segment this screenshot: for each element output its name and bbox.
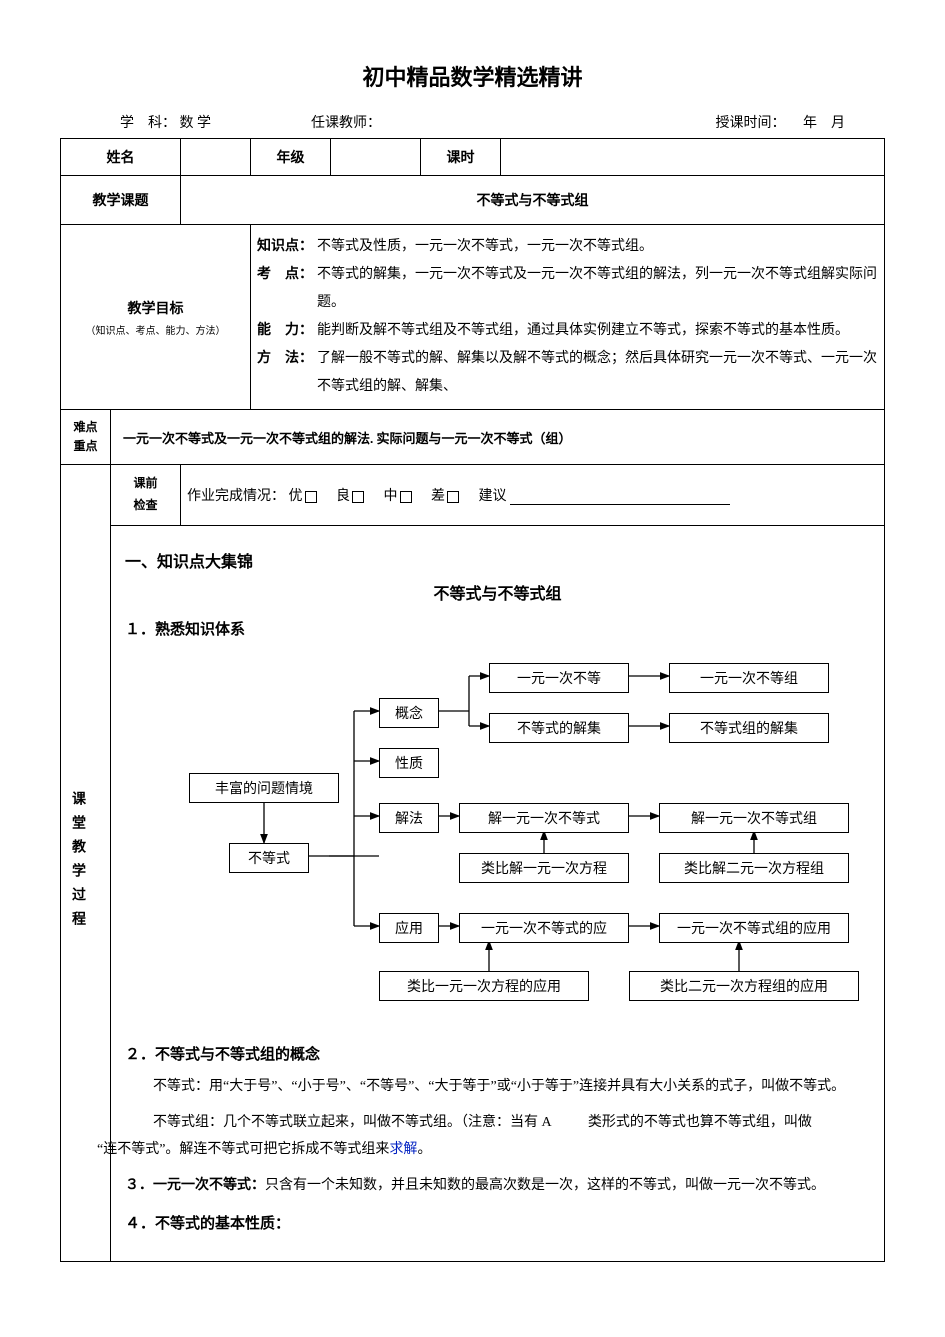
goal-k-2: 能 力：	[257, 317, 317, 345]
content-row: 一、知识点大集锦 不等式与不等式组 １．熟悉知识体系 丰富的问题情境不等式 概念性…	[61, 525, 885, 1261]
topic-label: 教学课题	[61, 176, 181, 225]
flowchart-wrap: 丰富的问题情境不等式 概念性质解法应用 一元一次不等 一元一次不等组不等式的解集 不等式…	[125, 649, 870, 1031]
flow-node-app_grp: 一元一次不等式组的应用	[659, 913, 849, 943]
doc-title: 初中精品数学精选精讲	[60, 60, 885, 92]
keypoint-value: 一元一次不等式及一元一次不等式组的解法. 实际问题与一元一次不等式（组）	[111, 410, 885, 465]
opt-3: 差	[431, 489, 445, 504]
p2e: 。	[417, 1142, 431, 1157]
section-3: ３．一元一次不等式：	[125, 1178, 265, 1193]
topic-row: 教学课题 不等式与不等式组	[61, 176, 885, 225]
header-row: 姓名 年级 课时	[61, 139, 885, 176]
flow-node-grp_sol: 不等式组的解集	[669, 713, 829, 743]
process-label: 课堂教学过程	[67, 791, 87, 935]
goal-v-2: 能判断及解不等式组及不等式组，通过具体实例建立不等式，探索不等式的基本性质。	[317, 317, 849, 345]
para-2: 不等式组：几个不等式联立起来，叫做不等式组。（注意：当有 A 类形式的不等式也算…	[125, 1110, 870, 1163]
subject-value: 数 学	[180, 116, 212, 131]
flow-node-cmp_app_eq: 类比一元一次方程的应用	[379, 971, 589, 1001]
goal-line-1: 考 点：不等式的解集，一元一次不等式及一元一次不等式组的解法，列一元一次不等式组…	[257, 261, 878, 317]
hw-suggest: 建议	[479, 489, 507, 504]
flow-node-method: 解法	[379, 803, 439, 833]
meta-subject: 学 科： 数 学	[120, 112, 211, 132]
para-3: ３．一元一次不等式：只含有一个未知数，并且未知数的最高次数是一次，这样的不等式，…	[125, 1173, 870, 1200]
heading-1: 一、知识点大集锦	[125, 548, 870, 572]
period-label: 课时	[421, 139, 501, 176]
flow-node-cmp_sys: 类比解二元一次方程组	[659, 853, 849, 883]
flow-node-apply: 应用	[379, 913, 439, 943]
opt-1: 良	[336, 489, 350, 504]
opt-2: 中	[384, 489, 398, 504]
opt-0: 优	[289, 489, 303, 504]
p2b: 类形式的不等式也算不等式组，叫做	[588, 1115, 812, 1130]
time-value: 年 月	[789, 116, 845, 131]
subject-label: 学 科：	[120, 116, 176, 131]
meta-time: 授课时间： 年 月	[716, 112, 846, 132]
flowchart: 丰富的问题情境不等式 概念性质解法应用 一元一次不等 一元一次不等组不等式的解集 不等式…	[129, 653, 889, 1013]
checkbox-3[interactable]	[447, 491, 459, 503]
content-cell: 一、知识点大集锦 不等式与不等式组 １．熟悉知识体系 丰富的问题情境不等式 概念性…	[111, 525, 885, 1261]
section-2: ２．不等式与不等式组的概念	[125, 1043, 870, 1064]
checkbox-1[interactable]	[352, 491, 364, 503]
goals-row: 教学目标 （知识点、考点、能力、方法） 知识点：不等式及性质，一元一次不等式，一…	[61, 225, 885, 410]
goal-v-0: 不等式及性质，一元一次不等式，一元一次不等式组。	[317, 233, 653, 261]
flow-node-cmp_eq: 类比解一元一次方程	[459, 853, 629, 883]
goal-v-3: 了解一般不等式的解、解集以及解不等式的概念；然后具体研究一元一次不等式、一元一次…	[317, 345, 878, 401]
meta-teacher: 任课教师：	[311, 112, 381, 132]
goal-line-2: 能 力：能判断及解不等式组及不等式组，通过具体实例建立不等式，探索不等式的基本性…	[257, 317, 878, 345]
flow-node-app_one: 一元一次不等式的应	[459, 913, 629, 943]
flow-node-property: 性质	[379, 748, 439, 778]
hw-prefix: 作业完成情况：	[187, 489, 285, 504]
main-table: 姓名 年级 课时 教学课题 不等式与不等式组 教学目标 （知识点、考点、能力、方…	[60, 138, 885, 1262]
flow-node-one_ineq: 一元一次不等	[489, 663, 629, 693]
goal-k-3: 方 法：	[257, 345, 317, 401]
goal-label: 教学目标	[67, 298, 244, 318]
p2-link[interactable]: 求解	[389, 1142, 417, 1157]
p2a: 不等式组：几个不等式联立起来，叫做不等式组。（注意：当有 A	[153, 1115, 551, 1130]
p3-text: 只含有一个未知数，并且未知数的最高次数是一次，这样的不等式，叫做一元一次不等式。	[265, 1178, 825, 1193]
goal-k-0: 知识点：	[257, 233, 317, 261]
goal-label-cell: 教学目标 （知识点、考点、能力、方法）	[61, 225, 251, 410]
flowchart-edges	[129, 653, 889, 1013]
grade-value	[331, 139, 421, 176]
grade-label: 年级	[251, 139, 331, 176]
period-value	[501, 139, 885, 176]
checkbox-0[interactable]	[305, 491, 317, 503]
para-1: 不等式：用“大于号”、“小于号”、“不等号”、“大于等于”或“小于等于”连接并具…	[125, 1074, 870, 1101]
flow-node-cmp_app_sys: 类比二元一次方程组的应用	[629, 971, 859, 1001]
name-label: 姓名	[61, 139, 181, 176]
section-4: ４．不等式的基本性质：	[125, 1212, 870, 1233]
p2c: “连不等式”。解连不等式可把它拆成不等式组来	[97, 1142, 389, 1157]
name-value	[181, 139, 251, 176]
flow-node-ineq: 不等式	[229, 843, 309, 873]
flow-node-concept: 概念	[379, 698, 439, 728]
time-label: 授课时间：	[716, 116, 786, 131]
flow-node-one_group: 一元一次不等组	[669, 663, 829, 693]
precheck-row: 课堂教学过程 课前 检查 作业完成情况： 优 良 中 差 建议	[61, 465, 885, 525]
topic-value: 不等式与不等式组	[181, 176, 885, 225]
goal-sublabel: （知识点、考点、能力、方法）	[67, 322, 244, 337]
flow-node-sol_set: 不等式的解集	[489, 713, 629, 743]
suggest-blank[interactable]	[510, 491, 730, 505]
goal-v-1: 不等式的解集，一元一次不等式及一元一次不等式组的解法，列一元一次不等式组解实际问…	[317, 261, 878, 317]
flow-node-solve_one: 解一元一次不等式	[459, 803, 629, 833]
meta-row: 学 科： 数 学 任课教师： 授课时间： 年 月	[60, 112, 885, 132]
checkbox-2[interactable]	[400, 491, 412, 503]
goal-k-1: 考 点：	[257, 261, 317, 317]
keypoint-row: 难点 重点 一元一次不等式及一元一次不等式组的解法. 实际问题与一元一次不等式（…	[61, 410, 885, 465]
goal-line-3: 方 法：了解一般不等式的解、解集以及解不等式的概念；然后具体研究一元一次不等式、…	[257, 345, 878, 401]
section-1: １．熟悉知识体系	[125, 618, 870, 639]
precheck-content: 作业完成情况： 优 良 中 差 建议	[181, 465, 885, 525]
goal-line-0: 知识点：不等式及性质，一元一次不等式，一元一次不等式组。	[257, 233, 878, 261]
goal-content: 知识点：不等式及性质，一元一次不等式，一元一次不等式组。 考 点：不等式的解集，…	[251, 225, 885, 410]
keypoint-label: 难点 重点	[61, 410, 111, 465]
flow-node-solve_grp: 解一元一次不等式组	[659, 803, 849, 833]
flow-node-context: 丰富的问题情境	[189, 773, 339, 803]
precheck-label: 课前 检查	[111, 465, 181, 525]
subtitle: 不等式与不等式组	[125, 580, 870, 604]
